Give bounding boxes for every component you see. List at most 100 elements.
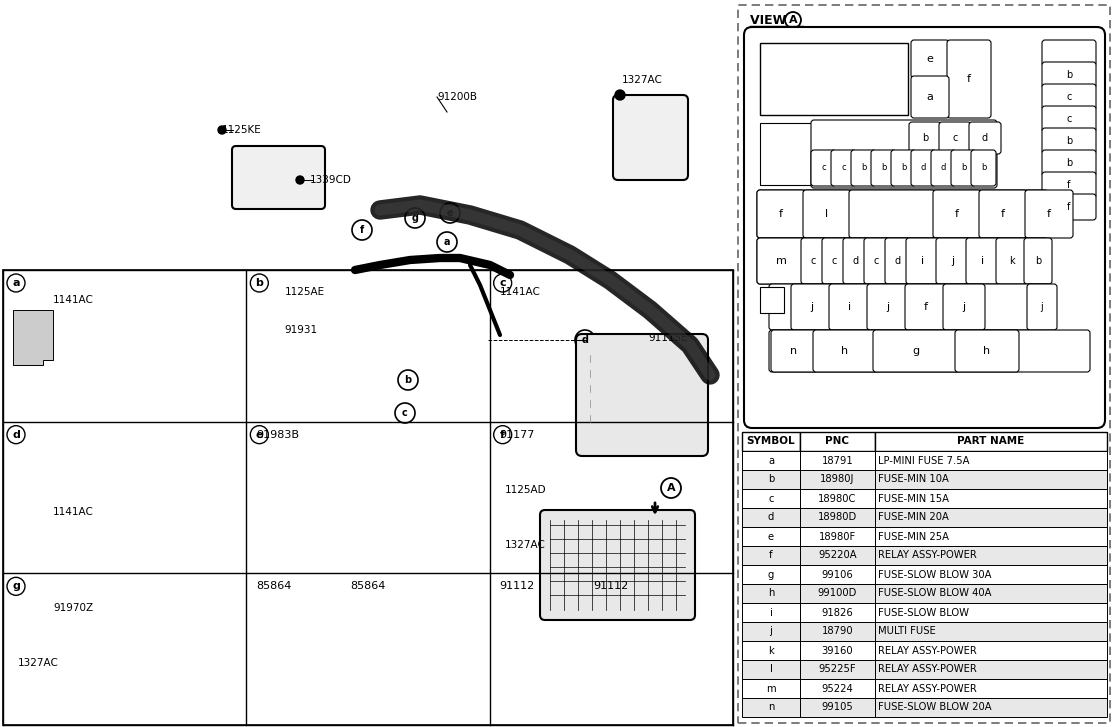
Bar bbox=[742, 679, 800, 698]
FancyBboxPatch shape bbox=[867, 284, 909, 330]
FancyBboxPatch shape bbox=[864, 238, 889, 284]
Text: b: b bbox=[1066, 136, 1072, 146]
FancyBboxPatch shape bbox=[232, 146, 325, 209]
Text: l: l bbox=[769, 664, 772, 675]
Circle shape bbox=[352, 220, 372, 240]
Text: d: d bbox=[982, 133, 988, 143]
Text: 1327AC: 1327AC bbox=[18, 659, 59, 668]
Text: 1141AC: 1141AC bbox=[53, 295, 93, 305]
FancyBboxPatch shape bbox=[873, 330, 959, 372]
Text: 18790: 18790 bbox=[821, 627, 854, 637]
Bar bbox=[800, 584, 875, 603]
Bar bbox=[875, 603, 1107, 622]
Text: 91983B: 91983B bbox=[256, 430, 299, 440]
Text: 18980C: 18980C bbox=[818, 494, 857, 504]
FancyBboxPatch shape bbox=[613, 95, 688, 180]
Text: FUSE-SLOW BLOW 30A: FUSE-SLOW BLOW 30A bbox=[878, 569, 992, 579]
Text: 1125AD: 1125AD bbox=[505, 485, 546, 495]
FancyBboxPatch shape bbox=[1042, 40, 1096, 66]
Text: f: f bbox=[1067, 180, 1071, 190]
Text: c: c bbox=[1066, 92, 1072, 102]
Text: c: c bbox=[500, 278, 506, 288]
Text: f: f bbox=[359, 225, 364, 235]
Text: 91112: 91112 bbox=[593, 582, 629, 591]
FancyBboxPatch shape bbox=[905, 284, 947, 330]
FancyBboxPatch shape bbox=[969, 122, 1001, 154]
Text: e: e bbox=[446, 208, 453, 218]
Text: 1339CD: 1339CD bbox=[311, 175, 352, 185]
FancyBboxPatch shape bbox=[912, 150, 936, 186]
Text: 91826: 91826 bbox=[821, 608, 854, 617]
Bar bbox=[875, 584, 1107, 603]
Bar bbox=[875, 698, 1107, 717]
FancyBboxPatch shape bbox=[743, 27, 1105, 428]
Bar bbox=[800, 546, 875, 565]
FancyBboxPatch shape bbox=[1042, 128, 1096, 154]
FancyBboxPatch shape bbox=[540, 510, 695, 620]
Text: j: j bbox=[963, 302, 966, 312]
Bar bbox=[760, 43, 908, 115]
Text: f: f bbox=[967, 74, 971, 84]
Text: 99100D: 99100D bbox=[818, 588, 857, 598]
Text: d: d bbox=[920, 164, 926, 172]
Text: j: j bbox=[769, 627, 772, 637]
Text: 95220A: 95220A bbox=[818, 550, 857, 561]
Text: g: g bbox=[412, 213, 418, 223]
Circle shape bbox=[615, 90, 626, 100]
FancyBboxPatch shape bbox=[892, 150, 916, 186]
Bar bbox=[742, 603, 800, 622]
FancyBboxPatch shape bbox=[906, 238, 940, 284]
Bar bbox=[800, 470, 875, 489]
Bar bbox=[875, 470, 1107, 489]
FancyBboxPatch shape bbox=[577, 334, 708, 456]
Text: 91970Z: 91970Z bbox=[53, 603, 93, 614]
Text: i: i bbox=[922, 256, 925, 266]
FancyBboxPatch shape bbox=[769, 330, 1090, 372]
Bar bbox=[800, 527, 875, 546]
FancyBboxPatch shape bbox=[1042, 62, 1096, 88]
Text: 1327AC: 1327AC bbox=[622, 75, 663, 85]
Bar bbox=[742, 489, 800, 508]
Text: A: A bbox=[789, 15, 797, 25]
Text: PNC: PNC bbox=[826, 436, 849, 446]
Bar bbox=[800, 622, 875, 641]
Bar bbox=[875, 546, 1107, 565]
FancyBboxPatch shape bbox=[849, 190, 935, 238]
FancyBboxPatch shape bbox=[1042, 150, 1096, 176]
FancyBboxPatch shape bbox=[811, 120, 997, 188]
FancyBboxPatch shape bbox=[829, 284, 871, 330]
Text: 1125KE: 1125KE bbox=[221, 125, 262, 135]
Bar bbox=[875, 641, 1107, 660]
Bar bbox=[742, 508, 800, 527]
FancyBboxPatch shape bbox=[996, 238, 1028, 284]
Text: f: f bbox=[1067, 202, 1071, 212]
Text: 39160: 39160 bbox=[821, 646, 854, 656]
FancyBboxPatch shape bbox=[909, 122, 940, 154]
FancyBboxPatch shape bbox=[871, 150, 896, 186]
Text: 1141AC: 1141AC bbox=[53, 507, 93, 517]
Text: k: k bbox=[1009, 256, 1015, 266]
Bar bbox=[760, 123, 812, 185]
Bar bbox=[875, 489, 1107, 508]
FancyBboxPatch shape bbox=[802, 190, 851, 238]
FancyBboxPatch shape bbox=[943, 284, 985, 330]
Bar bbox=[760, 287, 784, 313]
Text: 85864: 85864 bbox=[256, 582, 292, 591]
Bar bbox=[800, 698, 875, 717]
FancyBboxPatch shape bbox=[1027, 284, 1057, 330]
Text: 91177: 91177 bbox=[500, 430, 535, 440]
Bar bbox=[875, 432, 1107, 451]
Text: g: g bbox=[913, 346, 919, 356]
Text: FUSE-MIN 15A: FUSE-MIN 15A bbox=[878, 494, 949, 504]
Text: 91931: 91931 bbox=[284, 325, 317, 335]
FancyBboxPatch shape bbox=[811, 150, 836, 186]
Text: a: a bbox=[768, 456, 774, 465]
Text: b: b bbox=[961, 164, 966, 172]
Bar bbox=[875, 679, 1107, 698]
Circle shape bbox=[398, 370, 418, 390]
FancyBboxPatch shape bbox=[912, 76, 949, 118]
Text: b: b bbox=[1035, 256, 1041, 266]
Text: b: b bbox=[768, 475, 775, 484]
Text: b: b bbox=[981, 164, 986, 172]
Text: 18980D: 18980D bbox=[818, 513, 857, 523]
